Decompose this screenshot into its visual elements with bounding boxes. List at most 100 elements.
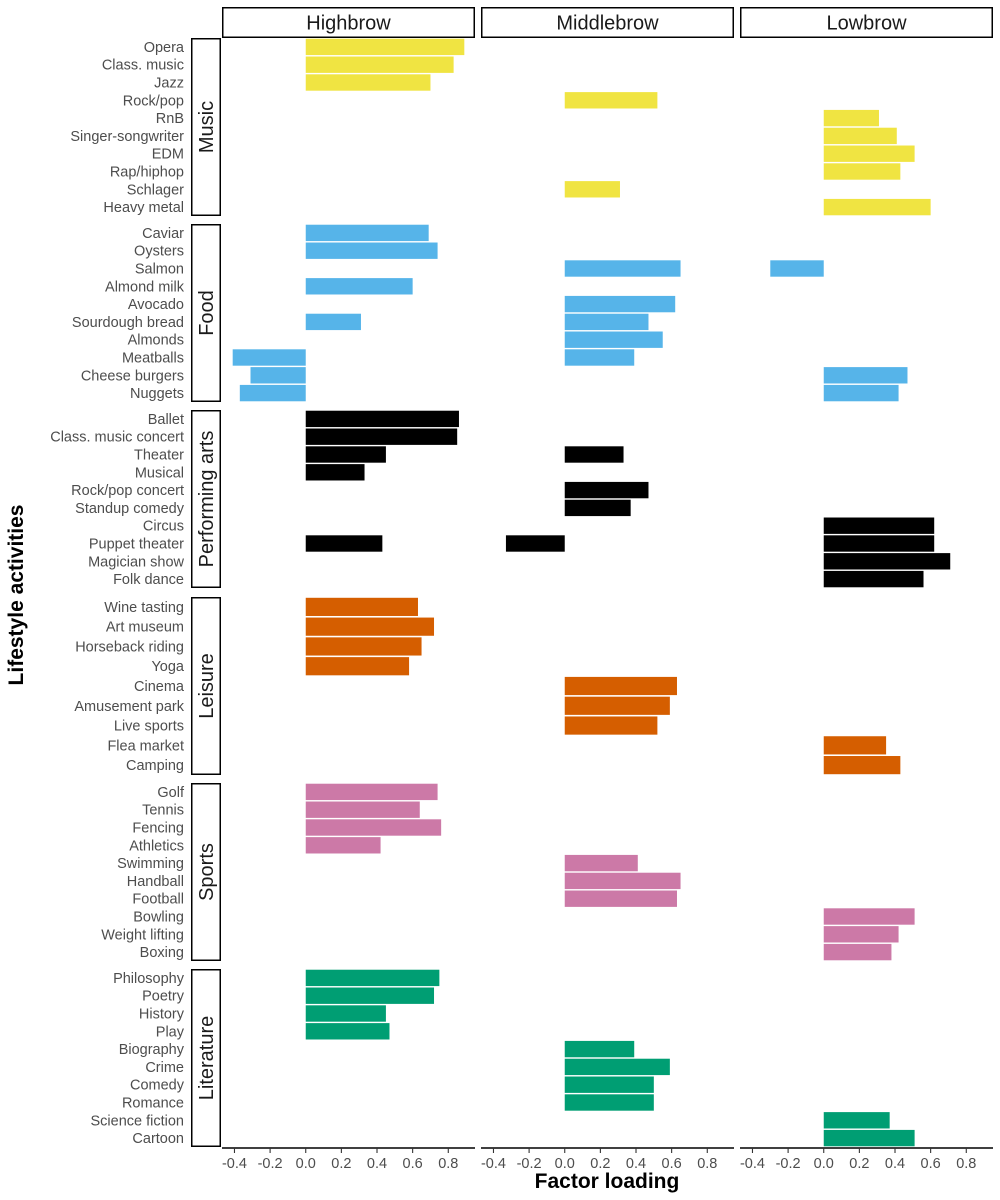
loading-bar [564, 696, 670, 715]
x-tick-label: 0.6 [921, 1156, 941, 1172]
loading-bar [564, 854, 638, 872]
loading-bar [564, 1058, 670, 1076]
loading-bar [564, 349, 635, 366]
group-label: Leisure [196, 653, 218, 719]
x-tick-label: 0.0 [555, 1156, 575, 1172]
activity-label: Boxing [140, 945, 184, 961]
activity-label: Science fiction [91, 1113, 185, 1129]
activity-label: Ballet [148, 412, 184, 428]
loading-bar [305, 597, 418, 616]
facet-strip [222, 7, 475, 38]
loading-bar [232, 349, 306, 366]
loading-bar [564, 313, 649, 331]
activity-label: Play [156, 1024, 185, 1040]
loading-bar [823, 1129, 915, 1147]
activity-label: Crime [145, 1060, 184, 1076]
loading-bar [564, 260, 681, 277]
loading-bar [305, 783, 438, 801]
loading-bar [564, 1076, 654, 1093]
activity-label: Comedy [130, 1078, 185, 1094]
activity-label: Romance [122, 1096, 184, 1112]
loading-bar [823, 127, 897, 145]
group-strip [191, 38, 221, 216]
loading-bar [823, 198, 931, 216]
loading-bar [305, 801, 420, 818]
loading-bar [564, 676, 677, 696]
activity-label: Class. music [102, 58, 184, 74]
activity-label: Caviar [142, 226, 184, 242]
loading-bar [305, 969, 440, 987]
group-label: Sports [196, 843, 218, 901]
loading-bar [564, 1040, 635, 1058]
activity-label: Cartoon [132, 1131, 184, 1147]
loading-bar [305, 837, 381, 854]
activity-label: Football [132, 892, 184, 908]
loading-bar [305, 278, 413, 295]
loading-bar [823, 1112, 890, 1129]
x-tick-label: 0.4 [885, 1156, 905, 1172]
x-tick-label: -0.4 [740, 1156, 765, 1172]
loading-bar [823, 535, 935, 552]
activity-label: Oysters [134, 244, 184, 260]
activity-label: Sourdough bread [72, 315, 184, 331]
activity-label: Athletics [129, 838, 184, 854]
facet-label: Lowbrow [826, 13, 907, 35]
activity-label: Salmon [135, 262, 184, 278]
facet-label: Highbrow [306, 13, 391, 35]
x-tick-label: -0.4 [481, 1156, 506, 1172]
loading-bar [305, 74, 431, 91]
x-tick-label: 0.0 [814, 1156, 834, 1172]
loading-bar [823, 553, 951, 570]
facet-strips: Highbrow Middlebrow Lowbrow [222, 7, 993, 38]
loading-bar [305, 224, 429, 242]
activity-label: Singer-songwriter [70, 129, 184, 145]
loading-bar [564, 446, 624, 463]
activity-group-strips: Music Food Performing arts Leisure Sports Lit… [191, 38, 221, 1147]
loading-bar [823, 926, 899, 943]
activity-label: Meatballs [122, 351, 184, 367]
loading-bars [232, 38, 951, 1147]
activity-label: Almond milk [105, 279, 185, 295]
loading-bar [564, 181, 620, 198]
activity-label: Flea market [107, 738, 184, 754]
activity-label: RnB [156, 111, 184, 127]
loading-bar [305, 38, 465, 56]
activity-label: Horseback riding [75, 639, 184, 655]
loading-bar [823, 908, 915, 925]
loading-bar [564, 890, 677, 907]
loading-bar [305, 242, 438, 259]
activity-label: Almonds [128, 333, 184, 349]
group-label: Food [196, 290, 218, 336]
activity-label: Magician show [88, 554, 184, 570]
loading-bar [305, 313, 361, 331]
activity-label: Schlager [127, 182, 184, 198]
x-tick-label: 0.4 [626, 1156, 646, 1172]
group-label: Music [196, 101, 218, 153]
x-tick-label: -0.2 [517, 1156, 542, 1172]
activity-label: Avocado [128, 297, 184, 313]
loading-bar [305, 617, 435, 636]
loading-bar [505, 535, 565, 552]
activity-label: Swimming [117, 856, 184, 872]
activity-label: Theater [134, 448, 184, 464]
loading-bar [823, 163, 901, 180]
activity-label: Rock/pop [123, 93, 184, 109]
loading-bar [305, 819, 442, 836]
x-axis-title: Factor loading [535, 1170, 680, 1193]
loading-bar [823, 109, 879, 127]
group-strip [191, 969, 221, 1147]
group-label: Literature [196, 1016, 218, 1101]
loading-bar [564, 1094, 654, 1111]
activity-label: Live sports [114, 719, 184, 735]
activity-label: Art museum [106, 620, 184, 636]
loading-bar [250, 367, 306, 384]
loading-bar [823, 384, 899, 402]
group-strip [191, 783, 221, 961]
activity-label: Yoga [151, 659, 184, 675]
x-tick-label: -0.2 [258, 1156, 283, 1172]
facet-strip [481, 7, 734, 38]
activity-label: Cinema [134, 679, 185, 695]
loading-bar [305, 410, 459, 428]
activity-label: Opera [144, 40, 185, 56]
activity-label: Handball [127, 874, 184, 890]
